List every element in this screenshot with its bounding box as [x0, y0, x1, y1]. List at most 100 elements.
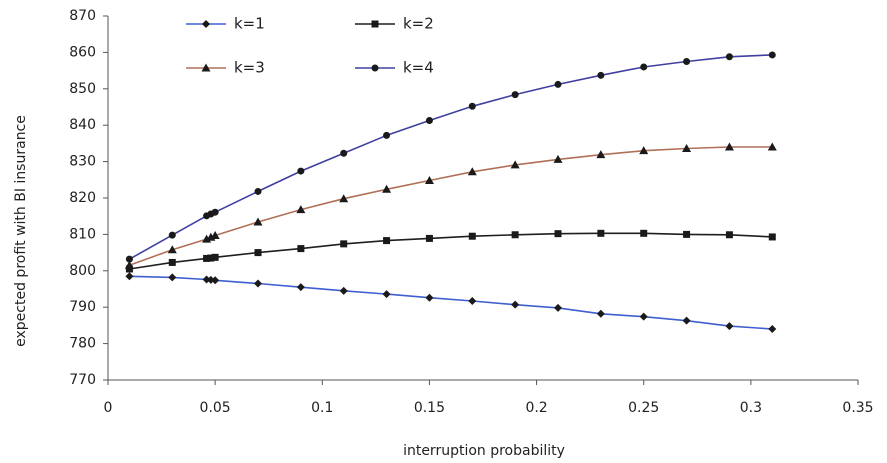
data-point	[382, 290, 391, 299]
data-point	[725, 231, 733, 239]
y-tick-label: 850	[69, 81, 96, 97]
data-point	[125, 272, 134, 281]
y-axis-title: expected profit with BI insurance	[13, 115, 29, 347]
legend-label: k=3	[234, 59, 265, 77]
x-tick-label: 0.1	[311, 400, 333, 416]
data-point	[168, 273, 177, 282]
data-point	[640, 229, 648, 237]
x-axis-title: interruption probability	[403, 443, 565, 459]
data-point	[511, 231, 519, 239]
data-point	[425, 234, 433, 242]
data-point	[554, 80, 562, 88]
data-point	[468, 232, 476, 240]
data-point	[767, 142, 777, 151]
x-tick-label: 0.3	[740, 400, 762, 416]
data-point	[596, 309, 605, 318]
legend-marker	[202, 20, 210, 28]
legend-item: k=4	[355, 59, 434, 77]
data-point	[296, 205, 306, 214]
data-point	[254, 249, 262, 257]
data-point	[468, 297, 477, 306]
x-tick-label: 0.35	[842, 400, 873, 416]
data-point	[168, 258, 176, 266]
data-point	[124, 260, 134, 269]
series-1	[125, 272, 777, 334]
data-point	[597, 229, 605, 237]
y-tick-label: 830	[69, 154, 96, 170]
data-point	[203, 254, 211, 262]
data-point	[510, 160, 520, 169]
legend-label: k=4	[403, 59, 434, 77]
data-point	[297, 245, 305, 253]
y-tick-label: 840	[69, 117, 96, 133]
data-point	[210, 230, 220, 239]
data-point	[682, 143, 692, 152]
x-tick-labels: 0 0.05 0.1 0.15 0.2 0.25 0.3 0.35	[104, 400, 874, 416]
data-point	[768, 233, 776, 241]
data-point	[725, 53, 733, 61]
data-point	[467, 167, 477, 176]
legend-item: k=2	[355, 15, 434, 33]
data-point	[640, 63, 648, 71]
axes	[103, 15, 859, 385]
data-point	[724, 142, 734, 151]
data-point	[340, 149, 348, 157]
data-point	[768, 325, 777, 334]
x-tick-label: 0.2	[525, 400, 547, 416]
data-point	[553, 154, 563, 163]
series-3	[124, 142, 777, 269]
data-point	[296, 283, 305, 292]
data-point	[339, 194, 349, 203]
data-point	[554, 303, 562, 312]
legend: k=1 k=2 k=3 k=4	[186, 15, 434, 77]
data-point	[683, 230, 691, 238]
series-line	[129, 54, 773, 260]
data-point	[597, 71, 605, 79]
data-point	[425, 116, 433, 124]
x-tick-label: 0.05	[200, 400, 231, 416]
y-tick-label: 810	[69, 226, 96, 242]
data-point	[339, 286, 348, 295]
data-point	[683, 58, 691, 65]
data-point	[254, 187, 262, 195]
data-point	[207, 254, 215, 262]
series-line	[129, 275, 773, 330]
legend-label: k=2	[403, 15, 434, 33]
legend-marker	[371, 64, 379, 72]
y-tick-labels: 770 780 790 800 810 820 830 840 850 860 870	[69, 8, 96, 388]
x-tick-label: 0.25	[628, 400, 659, 416]
data-point	[424, 176, 434, 185]
legend-item: k=3	[186, 59, 265, 77]
data-point	[682, 316, 691, 325]
data-point	[211, 253, 219, 261]
y-tick-label: 800	[69, 263, 96, 279]
data-point	[254, 279, 262, 288]
data-point	[511, 300, 520, 309]
data-point	[383, 131, 391, 139]
legend-item: k=1	[186, 15, 265, 33]
data-point	[211, 208, 219, 216]
data-point	[297, 167, 305, 175]
series-2	[125, 229, 776, 273]
series-4	[125, 51, 776, 263]
data-point	[340, 240, 348, 248]
x-tick-label: 0.15	[414, 400, 445, 416]
y-tick-label: 820	[69, 190, 96, 206]
y-tick-label: 770	[69, 372, 96, 388]
data-point	[382, 184, 392, 193]
data-point	[253, 217, 263, 226]
data-point	[168, 231, 176, 239]
data-point	[425, 293, 434, 302]
data-point	[167, 245, 177, 254]
y-tick-label: 870	[69, 8, 96, 24]
x-tick-label: 0	[104, 400, 113, 416]
data-point	[554, 230, 562, 238]
data-point	[468, 102, 476, 110]
series-line	[129, 232, 773, 270]
legend-label: k=1	[234, 15, 265, 33]
legend-marker	[371, 20, 379, 28]
data-point	[211, 276, 220, 285]
data-point	[511, 91, 519, 99]
data-point	[125, 265, 133, 273]
